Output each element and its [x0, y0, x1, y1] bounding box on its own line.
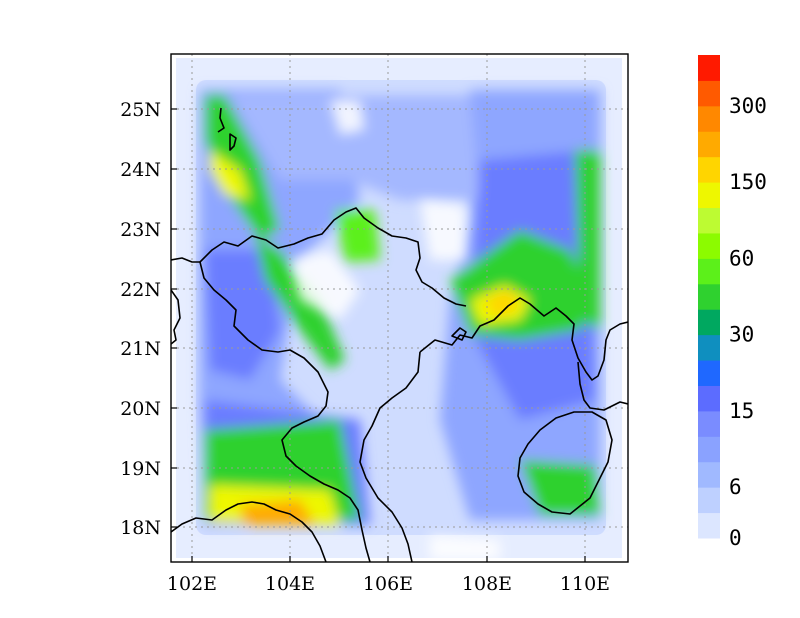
field-green-hainan: [520, 460, 600, 515]
field-green-east-strip: [575, 150, 600, 330]
coastline-gulf-tonkin: [359, 351, 421, 562]
colorbar-swatch-12: [698, 207, 720, 234]
colorbar-label-6: 6: [729, 475, 742, 499]
field-blue-north: [230, 95, 480, 200]
map-plot-area: 102E 104E 106E 108E 110E 25N 24N 23N 22N…: [120, 53, 629, 595]
precipitation-field: [176, 58, 622, 560]
lon-label-102: 102E: [167, 573, 217, 595]
lat-tick-labels: 25N 24N 23N 22N 21N 20N 19N 18N: [120, 99, 161, 539]
colorbar-swatch-6: [698, 360, 720, 386]
lat-label-20: 20N: [120, 398, 161, 420]
lat-label-22: 22N: [120, 279, 161, 301]
lat-label-24: 24N: [120, 159, 161, 181]
field-gap-north: [330, 100, 365, 135]
axis-ticks: [171, 108, 586, 562]
colorbar-label-30: 30: [729, 323, 754, 347]
colorbar-swatch-15: [698, 131, 720, 158]
lat-label-19: 19N: [120, 458, 161, 480]
border-laos-west: [171, 257, 200, 263]
field-gap-east-interior: [420, 200, 465, 260]
lat-label-25: 25N: [120, 99, 161, 121]
field-gap-southeast: [430, 535, 500, 560]
field-green-diagonal: [255, 235, 345, 370]
colorbar-swatch-2: [698, 461, 720, 488]
lat-label-21: 21N: [120, 338, 161, 360]
border-myanmar: [171, 289, 181, 345]
border-china-vietnam: [199, 207, 467, 307]
lon-label-108: 108E: [462, 573, 512, 595]
graticule: [171, 54, 628, 562]
colorbar-swatch-10: [698, 258, 720, 285]
island-north: [229, 133, 237, 151]
colorbar-swatch-7: [698, 334, 720, 361]
plot-frame: [170, 53, 629, 563]
field-gap-center: [290, 250, 360, 320]
coastline-hainan: [517, 411, 613, 515]
colorbar-label-300: 300: [729, 94, 767, 118]
colorbar-swatch-13: [698, 182, 720, 209]
colorbar-swatch-4: [698, 410, 720, 437]
colorbar-swatch-14: [698, 156, 720, 183]
colorbar-label-150: 150: [729, 170, 767, 194]
colorbar-swatch-17: [698, 80, 720, 107]
colorbar-label-0: 0: [729, 526, 742, 550]
colorbar-swatch-11: [698, 232, 720, 259]
field-orange-east-peak: [485, 290, 520, 318]
field-green-northwest: [205, 95, 280, 240]
colorbar-label-15: 15: [729, 399, 754, 423]
colorbar-swatch-0: [698, 512, 720, 539]
colorbar-swatch-18: [698, 55, 720, 81]
lon-label-104: 104E: [265, 573, 315, 595]
coastline-south-china: [419, 297, 628, 381]
colorbar-swatch-16: [698, 105, 720, 132]
colorbar-swatch-8: [698, 309, 720, 336]
field-yellow-northwest: [210, 150, 250, 200]
lat-label-23: 23N: [120, 219, 161, 241]
lon-label-106: 106E: [363, 573, 413, 595]
lat-label-18: 18N: [120, 517, 161, 539]
border-laos-thailand: [171, 501, 327, 562]
lon-tick-labels: 102E 104E 106E 108E 110E: [167, 573, 610, 595]
colorbar-label-60: 60: [729, 246, 754, 270]
boundaries: [171, 107, 628, 562]
field-green-center: [335, 210, 380, 262]
coastline-leizhou: [577, 361, 628, 411]
colorbar: 0 6 15 30 60 150 300: [698, 55, 767, 550]
colorbar-labels: 0 6 15 30 60 150 300: [729, 94, 767, 550]
colorbar-swatch-3: [698, 436, 720, 463]
island-gulf: [451, 327, 467, 341]
colorbar-swatches: [698, 55, 720, 539]
colorbar-swatch-5: [698, 385, 720, 412]
colorbar-swatch-9: [698, 283, 720, 310]
border-guangxi-guangdong: [217, 107, 225, 133]
lon-label-110: 110E: [560, 573, 610, 595]
border-vietnam-laos: [199, 261, 371, 562]
colorbar-swatch-1: [698, 487, 720, 514]
